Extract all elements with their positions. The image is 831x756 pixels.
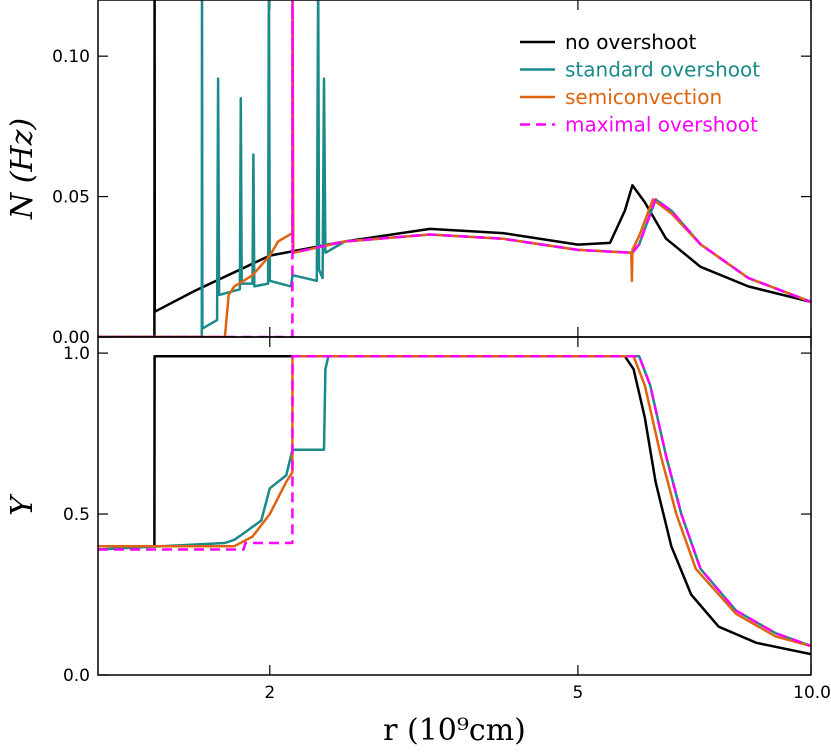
series-line (98, 0, 811, 337)
x-axis-label: r (10⁹cm) (383, 713, 526, 748)
y-tick-label: 0.0 (63, 666, 90, 686)
y-axis-label: N (Hz) (5, 118, 40, 220)
y-tick-label: 1.0 (63, 344, 90, 364)
legend-label: no overshoot (565, 30, 696, 54)
x-tick-label: 2 (264, 683, 275, 703)
series-line (98, 355, 811, 648)
x-tick-label: 5 (572, 683, 583, 703)
legend-label: semiconvection (565, 85, 722, 109)
axes-frame (97, 336, 812, 676)
plot-area (98, 355, 811, 656)
y-axis-label: Y (5, 493, 40, 516)
series-line (98, 355, 811, 656)
legend-label: maximal overshoot (565, 113, 758, 137)
y-tick-label: 0.10 (52, 47, 90, 67)
x-tick-label: 10.0 (793, 683, 831, 703)
series-line (98, 355, 811, 648)
y-tick-label: 0.00 (52, 328, 90, 348)
y-tick-label: 0.05 (52, 188, 90, 208)
plot-area (98, 0, 811, 337)
series-line (98, 0, 811, 337)
y-tick-label: 0.5 (63, 505, 90, 525)
legend-label: standard overshoot (565, 58, 760, 82)
series-line (98, 355, 811, 648)
